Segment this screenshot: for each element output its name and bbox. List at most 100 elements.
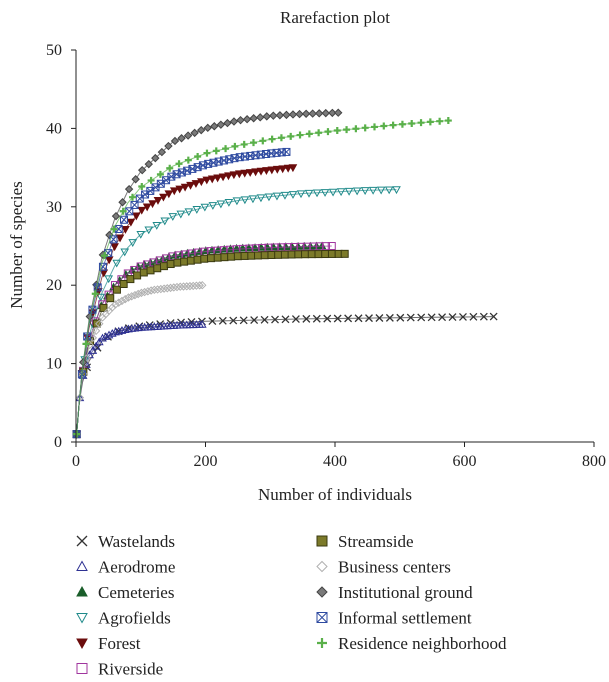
- y-tick-label: 20: [46, 277, 62, 294]
- data-point: [240, 169, 250, 178]
- data-point: [73, 430, 81, 438]
- data-point: [146, 286, 156, 295]
- data-point: [256, 167, 266, 176]
- legend-marker: [316, 612, 328, 623]
- data-point: [260, 315, 269, 324]
- legend-label: Riverside: [98, 660, 163, 679]
- data-point: [250, 316, 259, 325]
- legend-item: Wastelands: [76, 532, 175, 551]
- data-point: [264, 193, 274, 202]
- data-point: [96, 293, 106, 302]
- data-point: [370, 123, 378, 131]
- data-point: [282, 147, 291, 156]
- series-line: [76, 316, 494, 435]
- legend-label: Cemeteries: [98, 583, 174, 602]
- data-point: [94, 337, 104, 346]
- data-point: [352, 187, 362, 196]
- data-point: [436, 117, 444, 125]
- data-point: [376, 186, 386, 195]
- data-point: [91, 326, 101, 336]
- data-point: [197, 178, 206, 187]
- data-point: [324, 128, 332, 136]
- legend-item: Informal settlement: [316, 609, 472, 628]
- data-point: [157, 147, 167, 157]
- data-point: [291, 315, 300, 324]
- data-point: [166, 164, 174, 172]
- data-point: [92, 319, 101, 328]
- data-point: [408, 119, 416, 127]
- legend-marker: [76, 663, 88, 674]
- data-point: [146, 266, 155, 275]
- data-point: [208, 317, 217, 326]
- data-point: [269, 111, 278, 120]
- data-point: [152, 222, 162, 230]
- x-axis-label: Number of individuals: [258, 485, 412, 504]
- data-point: [126, 218, 136, 227]
- data-point: [406, 313, 415, 322]
- data-point: [459, 313, 467, 321]
- data-point: [360, 187, 370, 195]
- data-point: [192, 206, 202, 214]
- data-point: [153, 196, 163, 205]
- legend-label: Wastelands: [98, 532, 175, 551]
- legend-item: Residence neighborhood: [317, 634, 507, 653]
- data-point: [170, 136, 180, 146]
- legend-marker: [76, 535, 88, 547]
- x-tick-label: 800: [582, 453, 606, 470]
- data-point: [114, 298, 123, 307]
- data-point: [224, 198, 234, 207]
- data-point: [321, 108, 330, 118]
- data-point: [277, 134, 285, 142]
- data-point: [193, 255, 202, 264]
- data-point: [91, 290, 99, 298]
- data-point: [352, 125, 360, 133]
- data-point: [117, 296, 127, 306]
- data-point: [274, 250, 283, 259]
- data-point: [398, 120, 406, 128]
- data-point: [143, 287, 153, 296]
- data-point: [344, 314, 353, 323]
- data-point: [173, 258, 182, 267]
- data-point: [153, 285, 162, 294]
- data-point: [107, 328, 117, 337]
- data-point: [336, 188, 346, 197]
- data-point: [288, 110, 298, 119]
- data-point: [156, 284, 166, 294]
- data-point: [164, 190, 174, 199]
- y-tick-label: 30: [46, 199, 62, 216]
- data-point: [260, 251, 269, 260]
- data-point: [222, 145, 230, 153]
- data-point: [148, 200, 157, 209]
- data-point: [236, 115, 245, 125]
- data-point: [135, 194, 144, 203]
- data-point: [169, 283, 178, 292]
- data-point: [180, 257, 189, 266]
- y-tick-label: 50: [46, 42, 62, 59]
- data-point: [197, 319, 207, 328]
- data-point: [272, 165, 282, 174]
- data-point: [259, 137, 267, 145]
- data-point: [200, 254, 209, 263]
- data-point: [119, 279, 128, 288]
- data-point: [444, 117, 452, 125]
- data-point: [111, 327, 120, 336]
- data-point: [254, 251, 263, 260]
- data-point: [315, 242, 324, 251]
- data-point: [106, 294, 115, 303]
- data-point: [301, 250, 310, 259]
- data-point: [133, 271, 142, 280]
- data-point: [375, 314, 384, 322]
- data-point: [108, 303, 117, 312]
- data-point: [280, 191, 290, 200]
- data-point: [197, 125, 206, 135]
- data-point: [112, 259, 122, 268]
- data-point: [101, 332, 111, 340]
- data-point: [168, 213, 178, 221]
- x-tick-label: 0: [72, 453, 80, 470]
- legend-item: Streamside: [316, 532, 414, 551]
- data-point: [283, 164, 293, 173]
- data-point: [438, 313, 447, 322]
- data-point: [124, 293, 133, 302]
- data-point: [208, 202, 218, 210]
- legend-label: Forest: [98, 634, 141, 653]
